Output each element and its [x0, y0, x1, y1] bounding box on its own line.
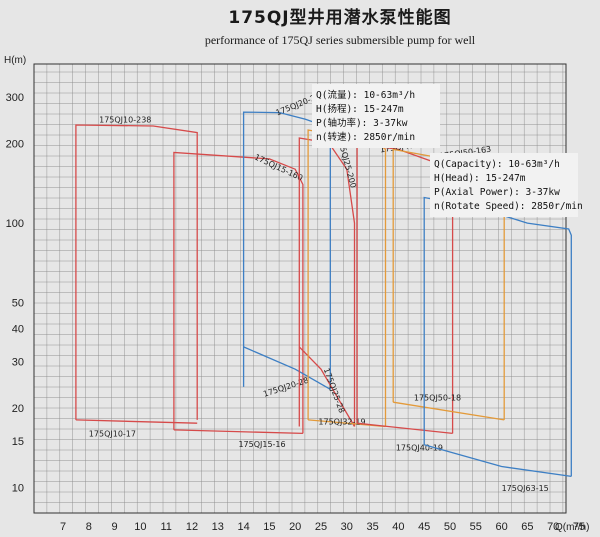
series-line: [393, 401, 505, 421]
x-tick-label: 11: [160, 521, 171, 533]
notes-en-line: n(Rotate Speed): 2850r/min: [434, 201, 583, 212]
notes-cn-line: P(轴功率): 3-37kw: [316, 117, 408, 129]
x-tick-label: 50: [444, 521, 456, 533]
grid: [33, 63, 567, 514]
axes: 7 8 9 10 11 12 13 14 15 20 25 30 35 40 45 50 55 60 65 70 75 1…: [4, 55, 589, 533]
x-tick-label: 14: [237, 521, 249, 533]
series-label: 175QJ15-16: [238, 440, 285, 449]
notes-cn-line: n(转速): 2850r/min: [316, 131, 415, 143]
y-tick-label: 50: [12, 298, 24, 310]
notes-cn-line: Q(流量): 10-63m³/h: [316, 89, 415, 101]
x-tick-label: 15: [263, 521, 275, 533]
notes-en-line: H(Head): 15-247m: [434, 173, 526, 184]
chart-title: 175QJ型井用潜水泵性能图: [228, 7, 451, 28]
y-tick-label: 30: [12, 356, 24, 368]
y-tick-label: 200: [6, 139, 24, 151]
series-label: 175QJ63-15: [502, 484, 549, 493]
notes-group: Q(流量): 10-63m³/h H(扬程): 15-247m P(轴功率): 3-…: [312, 84, 583, 217]
notes-cn-box: [312, 84, 440, 148]
x-tick-label: 45: [418, 521, 430, 533]
series-line: [243, 346, 331, 390]
x-tick-label: 60: [495, 521, 507, 533]
x-tick-label: 13: [212, 521, 224, 533]
series-line: [424, 444, 572, 478]
notes-en-box: [430, 153, 578, 217]
series-label: 175QJ40-19: [396, 443, 443, 452]
series-line: [75, 124, 198, 420]
series-line: [173, 429, 303, 435]
x-tick-label: 70: [547, 521, 559, 533]
x-tick-label: 75: [573, 521, 585, 533]
y-tick-label: 40: [12, 323, 24, 335]
series-label: 175QJ25-28: [322, 367, 347, 414]
x-tick-label: 35: [366, 521, 378, 533]
series-label: 175QJ10-17: [89, 429, 136, 438]
notes-en-line: P(Axial Power): 3-37kw: [434, 187, 560, 198]
y-tick-label: 300: [6, 92, 24, 104]
x-tick-label: 25: [315, 521, 327, 533]
series-line: [173, 151, 304, 434]
x-tick-label: 7: [60, 521, 66, 533]
x-tick-label: 8: [86, 521, 92, 533]
series-line: [423, 196, 572, 477]
notes-cn-line: H(扬程): 15-247m: [316, 103, 404, 115]
y-tick-label: 20: [12, 403, 24, 415]
plot-border: [33, 63, 567, 514]
x-tick-label: 10: [134, 521, 146, 533]
notes-en-line: Q(Capacity): 10-63m³/h: [434, 159, 560, 170]
x-tick-label: 65: [521, 521, 533, 533]
series-label: 175QJ10-238: [99, 116, 151, 125]
y-axis-label: H(m): [4, 55, 26, 66]
y-tick-label: 10: [12, 482, 24, 494]
x-tick-label: 9: [112, 521, 118, 533]
series-label: 175QJ15-160: [253, 153, 304, 183]
x-tick-label: 55: [470, 521, 482, 533]
y-tick-label: 100: [6, 218, 24, 230]
series-label: 175QJ32-19: [318, 417, 365, 426]
series-line: [357, 422, 453, 435]
x-tick-label: 30: [341, 521, 353, 533]
x-tick-label: 20: [289, 521, 301, 533]
chart-subtitle: performance of 175QJ series submersible …: [205, 33, 476, 47]
x-tick-label: 40: [392, 521, 404, 533]
series-line: [298, 346, 356, 427]
series-label: 175QJ50-18: [414, 394, 461, 403]
series-line: [75, 419, 198, 424]
y-tick-label: 15: [12, 436, 24, 448]
x-tick-label: 12: [186, 521, 198, 533]
x-axis-label: Q(m³/h): [555, 522, 589, 533]
